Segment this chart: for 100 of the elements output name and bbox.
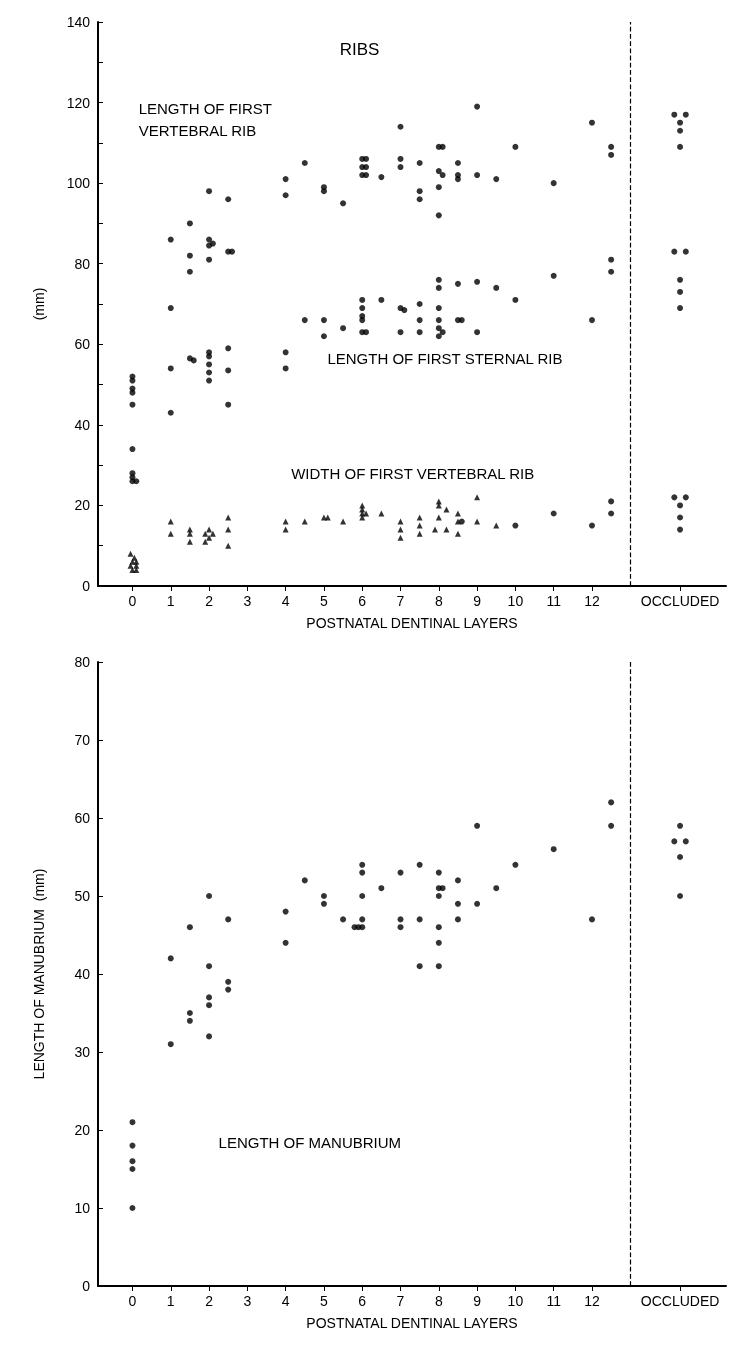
point: [550, 272, 557, 279]
point: [167, 409, 174, 416]
point: [206, 236, 213, 243]
point: [186, 530, 193, 537]
point: [458, 317, 465, 324]
x-tick-label: 8: [434, 593, 443, 609]
point: [493, 284, 500, 291]
point: [129, 446, 136, 453]
point: [359, 305, 366, 312]
point: [416, 301, 423, 307]
point: [397, 534, 404, 541]
y-tick-label: 80: [74, 255, 91, 272]
point: [416, 514, 423, 521]
y-tick-label: 20: [74, 1122, 91, 1138]
x-tick-label: 2: [205, 1293, 214, 1309]
point: [324, 514, 331, 521]
point: [416, 160, 423, 166]
x-tick-label: 10: [507, 1293, 524, 1309]
x-tick-label: 3: [243, 593, 252, 609]
x-tick-label: 11: [546, 1293, 562, 1309]
point: [677, 127, 684, 134]
point: [682, 111, 689, 118]
point: [439, 172, 446, 179]
point: [282, 176, 289, 183]
y-tick-label: 0: [82, 1278, 91, 1294]
x-axis-title: POSTNATAL DENTINAL LAYERS: [306, 1315, 518, 1331]
point: [225, 526, 232, 533]
point: [301, 317, 308, 324]
point: [588, 522, 595, 529]
y-tick-label: 60: [74, 336, 91, 353]
point: [167, 530, 174, 537]
point: [282, 365, 289, 372]
x-axis-title: POSTNATAL DENTINAL LAYERS: [306, 615, 518, 631]
point: [127, 562, 134, 569]
point: [397, 155, 404, 162]
point: [416, 317, 423, 324]
point: [435, 325, 442, 332]
point: [202, 538, 209, 545]
point: [133, 566, 140, 573]
point: [282, 192, 289, 199]
point: [677, 514, 684, 521]
point: [206, 256, 213, 263]
point: [671, 248, 678, 255]
point: [435, 333, 442, 340]
x-tick-label: 7: [396, 593, 405, 609]
point: [282, 526, 289, 533]
y-tick-label: 20: [74, 497, 91, 514]
point: [282, 518, 289, 525]
point: [608, 498, 615, 505]
y-tick-label: 140: [66, 14, 91, 30]
point: [416, 196, 423, 203]
point: [435, 317, 442, 324]
point: [397, 518, 404, 525]
y-tick-label: 80: [74, 654, 91, 670]
y-tick-label: 40: [74, 966, 91, 982]
point: [225, 345, 232, 352]
text: RIBS: [339, 40, 380, 59]
x-tick-label: 4: [281, 1293, 290, 1309]
point: [282, 349, 289, 356]
x-tick-label: 4: [281, 593, 290, 609]
y-tick-label: 0: [82, 578, 91, 594]
point: [301, 160, 308, 166]
point: [206, 361, 213, 368]
point: [454, 160, 461, 166]
point: [512, 296, 519, 303]
point: [225, 367, 232, 374]
point: [186, 268, 193, 275]
point: [474, 329, 481, 336]
y-tick-label: 60: [74, 810, 91, 826]
point: [608, 256, 615, 263]
point: [225, 401, 232, 408]
point: [167, 365, 174, 372]
point: [454, 518, 461, 525]
annotation: WIDTH OF FIRST VERTEBRAL RIB: [291, 464, 535, 482]
point: [206, 534, 213, 541]
point: [206, 377, 213, 384]
point: [512, 143, 519, 150]
y-tick-label: 30: [74, 1044, 91, 1060]
point: [677, 526, 684, 533]
point: [416, 522, 423, 529]
point: [682, 248, 689, 255]
x-tick-label: 0: [128, 593, 137, 609]
point: [458, 518, 465, 525]
point: [378, 296, 385, 303]
point: [397, 123, 404, 130]
annotation: LENGTH OF FIRST STERNAL RIB: [327, 349, 563, 367]
point: [186, 220, 193, 227]
point: [474, 103, 481, 110]
point: [133, 478, 140, 485]
point: [671, 494, 678, 501]
y-tick-label: 10: [74, 1200, 91, 1216]
x-tick-label: OCCLUDED: [640, 1293, 720, 1309]
point: [608, 510, 615, 517]
point: [677, 502, 684, 509]
y-tick-label: 120: [66, 94, 91, 111]
point: [588, 119, 595, 126]
point: [209, 530, 216, 537]
x-tick-label: 0: [128, 1293, 137, 1309]
point: [677, 305, 684, 312]
x-tick-label: 6: [358, 1293, 367, 1309]
